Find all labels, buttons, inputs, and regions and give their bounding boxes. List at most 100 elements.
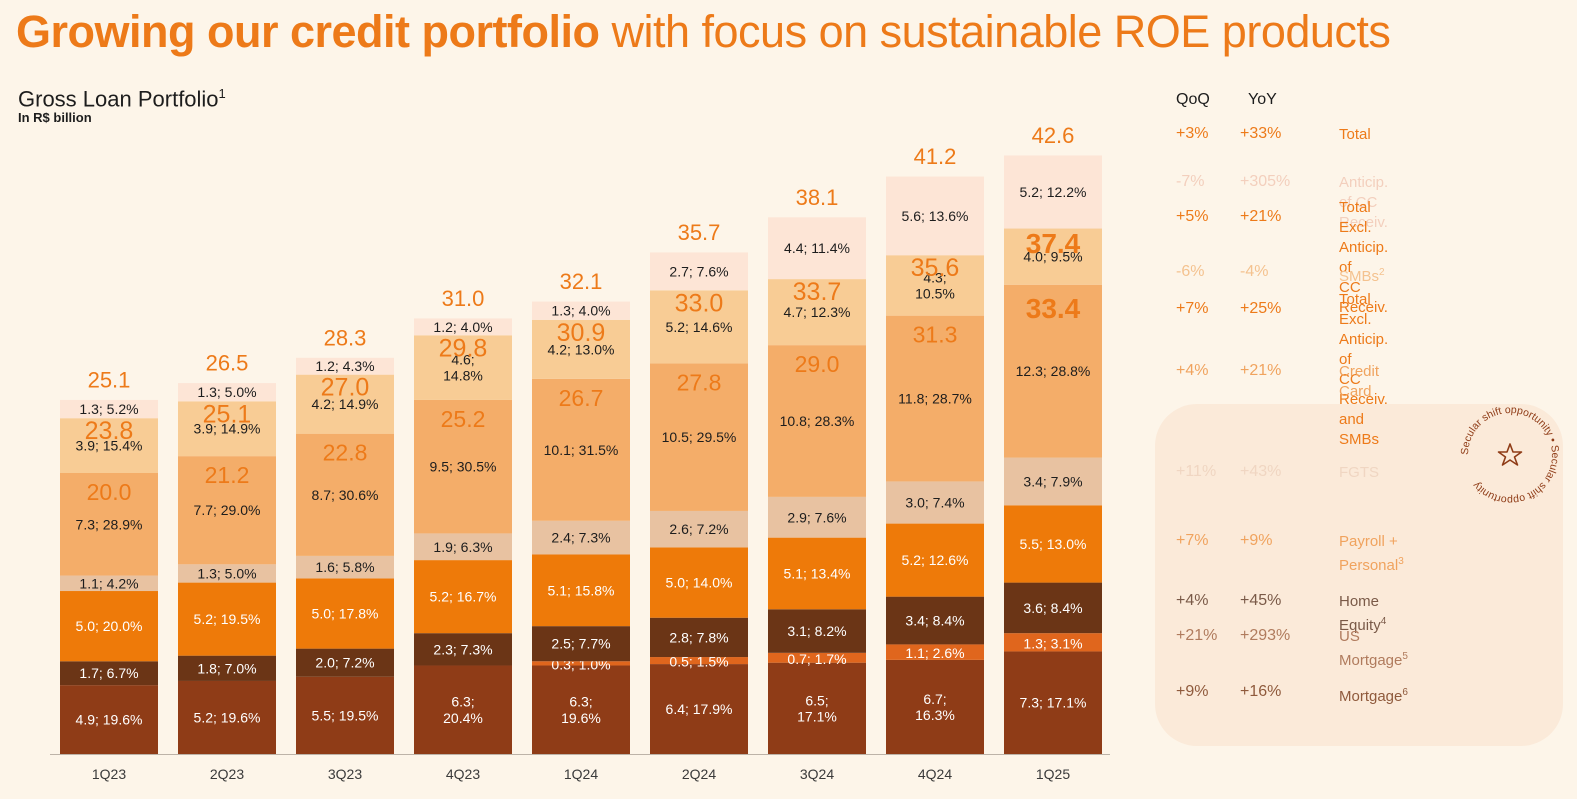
qoq-value: +7%	[1176, 300, 1209, 317]
data-label-credit_card: 12.3; 28.8%	[1016, 363, 1091, 379]
bar-segment-fgts	[886, 481, 984, 524]
chart-unit: In R$ billion	[18, 110, 92, 125]
total-excl-anticip-label: 33.0	[675, 289, 724, 317]
bar-segment-us_mortgage	[532, 661, 630, 666]
data-label-fgts: 2.9; 7.6%	[787, 509, 846, 525]
bar-segment-payroll_personal	[60, 591, 158, 662]
data-label-payroll_personal: 5.0; 14.0%	[666, 575, 733, 591]
headline-bold: Growing our credit portfolio	[16, 6, 600, 57]
total-label: 28.3	[324, 325, 367, 350]
total-excl-anticip-label: 37.4	[1026, 228, 1081, 259]
data-label-mortgage: 6.4; 17.9%	[666, 701, 733, 717]
total-excl-anticip-label: 27.0	[321, 374, 370, 402]
yoy-value: +21%	[1240, 362, 1282, 379]
data-label-payroll_personal: 5.2; 19.5%	[194, 611, 261, 627]
data-label-smbs: 4.7; 12.3%	[784, 304, 851, 320]
yoy-value: +43%	[1240, 463, 1282, 480]
legend-label: Total Excl. Anticip. of CC Receiv. and S…	[1339, 291, 1389, 448]
yoy-value: +293%	[1240, 627, 1291, 644]
total-excl-anticip-label: 33.7	[793, 278, 842, 306]
x-tick-label: 1Q24	[564, 766, 598, 782]
data-label-mortgage: 5.2; 19.6%	[194, 709, 261, 725]
star-icon	[1497, 443, 1523, 466]
legend-label: Credit Card	[1339, 363, 1380, 400]
data-label-fgts: 1.3; 5.0%	[197, 565, 256, 581]
bar-segment-home_equity	[532, 626, 630, 662]
data-label-payroll_personal: 5.0; 20.0%	[76, 618, 143, 634]
bar-segment-anticip	[60, 399, 158, 419]
legend-label: Anticip. of CC Receiv.	[1339, 174, 1389, 231]
bar-segment-fgts	[60, 575, 158, 592]
bar-segment-fgts	[414, 533, 512, 561]
bar-segment-home_equity	[886, 596, 984, 645]
legend-label: Home Equity4	[1339, 593, 1387, 634]
yoy-header: YoY	[1248, 91, 1277, 108]
yoy-value: +33%	[1240, 125, 1282, 142]
data-label-home_equity: 2.0; 7.2%	[315, 655, 374, 671]
bar-segment-anticip	[1004, 155, 1102, 229]
stacked-bar-chart: 4.9; 19.6% 1.7; 6.7% 5.0; 20.0% 1.1; 4.2% 7.…	[50, 123, 1110, 782]
data-label-anticip: 5.2; 12.2%	[1020, 184, 1087, 200]
data-label-us_mortgage: 1.3; 3.1%	[1023, 635, 1082, 651]
data-label-mortgage: 6.3; 20.4%	[443, 694, 483, 726]
chart-title-text: Gross Loan Portfolio	[18, 86, 219, 112]
total-label: 41.2	[914, 144, 957, 169]
data-label-home_equity: 3.1; 8.2%	[787, 623, 846, 639]
yoy-value: +16%	[1240, 683, 1282, 700]
bar-segment-smbs	[532, 319, 630, 379]
bar-segment-credit_card	[1004, 284, 1102, 458]
data-label-home_equity: 3.6; 8.4%	[1023, 600, 1082, 616]
bar-segment-anticip	[296, 357, 394, 375]
qoq-value: +7%	[1176, 532, 1209, 549]
total-excl-anticip-smbs-label: 31.3	[913, 322, 958, 348]
legend-label: Total Excl. Anticip. of CC Receiv.	[1339, 199, 1389, 316]
data-label-anticip: 1.2; 4.0%	[433, 319, 492, 335]
bar-segment-payroll_personal	[768, 537, 866, 610]
total-excl-anticip-smbs-label: 27.8	[677, 369, 722, 395]
data-label-smbs: 4.6; 14.8%	[443, 352, 483, 384]
data-label-us_mortgage: 0.5; 1.5%	[669, 654, 728, 670]
chart-title: Gross Loan Portfolio1	[18, 86, 226, 112]
total-label: 25.1	[88, 367, 131, 392]
data-label-anticip: 5.6; 13.6%	[902, 208, 969, 224]
data-label-home_equity: 2.5; 7.7%	[551, 636, 610, 652]
x-tick-label: 1Q25	[1036, 766, 1070, 782]
data-label-mortgage: 7.3; 17.1%	[1020, 695, 1087, 711]
bar-segment-home_equity	[1004, 582, 1102, 634]
legend-label: FGTS	[1339, 464, 1379, 481]
data-label-credit_card: 8.7; 30.6%	[312, 487, 379, 503]
bar-segment-credit_card	[178, 456, 276, 565]
headline-light: with focus on sustainable ROE products	[611, 6, 1391, 57]
bar-segment-smbs	[414, 335, 512, 400]
bar-segment-payroll_personal	[414, 560, 512, 634]
data-label-home_equity: 2.8; 7.8%	[669, 629, 728, 645]
total-excl-anticip-label: 30.9	[557, 319, 606, 347]
data-label-credit_card: 10.5; 29.5%	[662, 429, 737, 445]
yoy-value: -4%	[1240, 263, 1269, 280]
bar-segment-us_mortgage	[768, 652, 866, 663]
total-label: 31.0	[442, 286, 485, 311]
data-label-credit_card: 10.1; 31.5%	[544, 442, 619, 458]
qoq-header: QoQ	[1176, 91, 1210, 108]
bar-segment-credit_card	[296, 433, 394, 556]
bar-segment-credit_card	[886, 315, 984, 482]
bar-segment-us_mortgage	[886, 644, 984, 660]
legend-label: Payroll + Personal3	[1339, 533, 1404, 574]
legend-label: Total	[1339, 126, 1371, 143]
total-excl-anticip-smbs-label: 22.8	[323, 440, 368, 466]
bar-segment-fgts	[532, 520, 630, 555]
bar-segment-payroll_personal	[886, 523, 984, 597]
total-label: 42.6	[1032, 123, 1075, 148]
data-label-fgts: 3.4; 7.9%	[1023, 473, 1082, 489]
data-label-smbs: 3.9; 14.9%	[194, 421, 261, 437]
data-label-us_mortgage: 0.7; 1.7%	[787, 651, 846, 667]
bar-segment-anticip	[650, 252, 748, 291]
x-tick-label: 3Q23	[328, 766, 362, 782]
data-label-smbs: 3.9; 15.4%	[76, 438, 143, 454]
total-excl-anticip-smbs-label: 25.2	[441, 406, 486, 432]
qoq-value: -7%	[1176, 173, 1205, 190]
total-excl-anticip-smbs-label: 21.2	[205, 462, 250, 488]
bar-segment-smbs	[768, 279, 866, 346]
secular-shift-seal: Secular shift opportunity • Secular shif…	[1459, 404, 1561, 506]
bar-segment-home_equity	[768, 609, 866, 653]
